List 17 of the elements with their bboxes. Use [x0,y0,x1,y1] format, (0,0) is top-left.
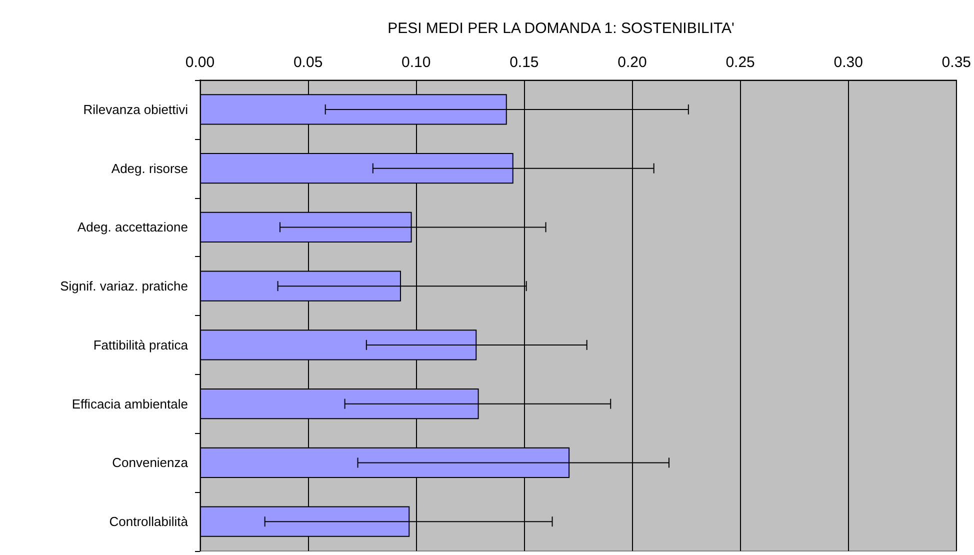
y-tick-label: Controllabilità [109,514,189,530]
chart-title: PESI MEDI PER LA DOMANDA 1: SOSTENIBILITA' [388,20,735,37]
x-tick-label: 0.15 [510,54,539,71]
x-tick-label: 0.00 [185,54,215,71]
x-tick-label: 0.25 [726,54,755,71]
y-tick-label: Convenienza [112,455,189,470]
x-tick-label: 0.20 [618,54,647,71]
x-tick-label: 0.35 [942,54,972,71]
y-tick-label: Adeg. accettazione [77,220,188,235]
x-tick-label: 0.30 [834,54,863,71]
y-tick-label: Adeg. risorse [111,160,188,176]
x-tick-label: 0.10 [402,54,431,71]
y-tick-label: Efficacia ambientale [72,396,188,412]
x-tick-label: 0.05 [293,54,323,71]
y-tick-label: Rilevanza obiettivi [83,102,188,117]
y-tick-label: Fattibilità pratica [93,337,189,352]
y-tick-label: Signif. variaz. pratiche [60,278,188,294]
